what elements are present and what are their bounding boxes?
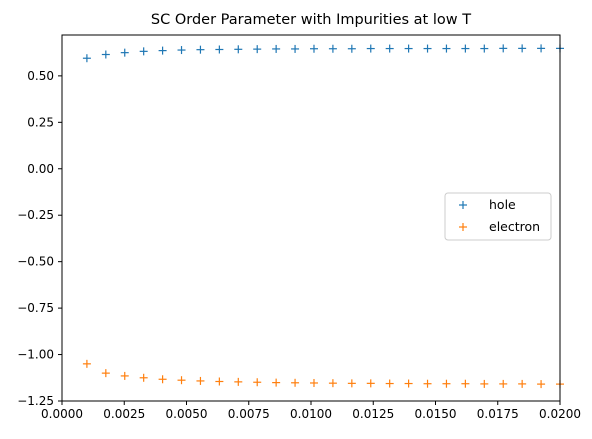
series-electron-point [291,378,300,387]
series-hole-point [253,45,262,54]
series-hole-point [328,44,337,53]
series-electron-point [442,379,451,388]
series-electron-point [309,378,318,387]
series-hole-point [499,44,508,53]
series-electron-point [480,379,489,388]
series-hole-point [177,46,186,55]
y-tick-label: −0.25 [17,208,54,222]
legend-item-electron: electron [459,219,540,234]
series-electron-point [537,380,546,389]
series-hole-point [196,45,205,54]
series-electron-point [272,378,281,387]
series-hole-point [537,44,546,53]
series-hole-point [385,44,394,53]
series-hole-point [404,44,413,53]
y-tick-label: −0.75 [17,301,54,315]
legend-item-hole: hole [459,197,516,212]
legend: hole electron [444,192,552,241]
series-hole-point [518,44,527,53]
x-tick-label: 0.0025 [103,407,145,421]
series-electron-point [404,379,413,388]
series-electron-point [139,373,148,382]
series-hole-point [442,44,451,53]
x-tick-label: 0.0075 [228,407,270,421]
x-tick-label: 0.0050 [166,407,208,421]
y-tick-label: −1.25 [17,394,54,408]
series-hole-point [101,50,110,59]
y-tick-label: 0.25 [27,115,54,129]
x-tick-label: 0.0150 [415,407,457,421]
series-electron-point [253,378,262,387]
series-electron-point [234,377,243,386]
x-tick-label: 0.0175 [477,407,519,421]
series-hole-point [423,44,432,53]
series-electron-point [328,379,337,388]
axes: 0.0000 0.0025 0.0050 0.0075 0.0100 0.0125 0.01… [17,34,581,421]
series-hole-point [234,45,243,54]
series-electron-point [518,379,527,388]
series-hole-point [347,44,356,53]
series-hole-point [461,44,470,53]
y-tick-label: 0.50 [27,69,54,83]
y-tick-label: −1.00 [17,348,54,362]
legend-label: electron [489,219,540,234]
series-electron-point [215,377,224,386]
x-tick-label: 0.0000 [41,407,83,421]
series-electron-point [385,379,394,388]
series-hole-point [272,44,281,53]
series-electron-point [196,376,205,385]
x-tick-label: 0.0100 [290,407,332,421]
series-electron-point [499,379,508,388]
series-electron-point [423,379,432,388]
series-electron-point [347,379,356,388]
series-electron-point [177,376,186,385]
series-hole-point [366,44,375,53]
series-electron-point [120,371,129,380]
series-hole-point [139,47,148,56]
series-electron-point [461,379,470,388]
x-tick-label: 0.0200 [539,407,581,421]
y-tick-label: −0.50 [17,255,54,269]
series-electron-point [82,359,91,368]
series-hole-point [215,45,224,54]
series-hole-point [309,44,318,53]
legend-label: hole [489,197,516,212]
series-electron-point [101,369,110,378]
chart-title: SC Order Parameter with Impurities at lo… [151,12,471,28]
series-hole-point [82,54,91,63]
series-hole-point [158,46,167,55]
y-tick-label: 0.00 [27,162,54,176]
series-hole-point [120,48,129,57]
series-electron-point [366,379,375,388]
series-hole-point [291,44,300,53]
x-tick-label: 0.0125 [352,407,394,421]
series-electron-point [158,375,167,384]
series-hole-point [480,44,489,53]
legend-box [444,192,552,241]
